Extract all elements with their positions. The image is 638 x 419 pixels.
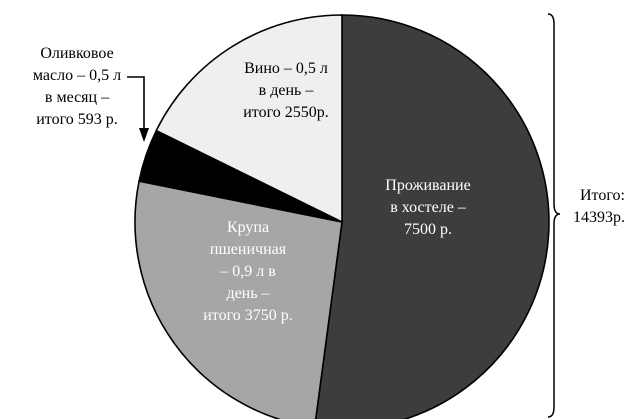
olive-oil-pointer-line	[127, 76, 145, 130]
total-label: Итого: 14393р.	[573, 187, 625, 226]
slice-housing	[314, 14, 550, 419]
pie-annotations	[127, 13, 561, 418]
pie-labels: Проживание в хостеле –7500 р. Крупа пшеничн…	[33, 45, 625, 324]
total-brace	[547, 13, 561, 418]
pie-slices	[134, 14, 550, 419]
slice-wheat-groats	[134, 180, 343, 419]
label-housing: Проживание в хостеле –7500 р.	[385, 177, 470, 238]
label-wheat-groats: Крупа пшеничная – 0,9 л в день – итого 3750 …	[203, 219, 293, 324]
slice-wine	[155, 14, 343, 224]
olive-oil-pointer-arrowhead	[139, 128, 149, 142]
